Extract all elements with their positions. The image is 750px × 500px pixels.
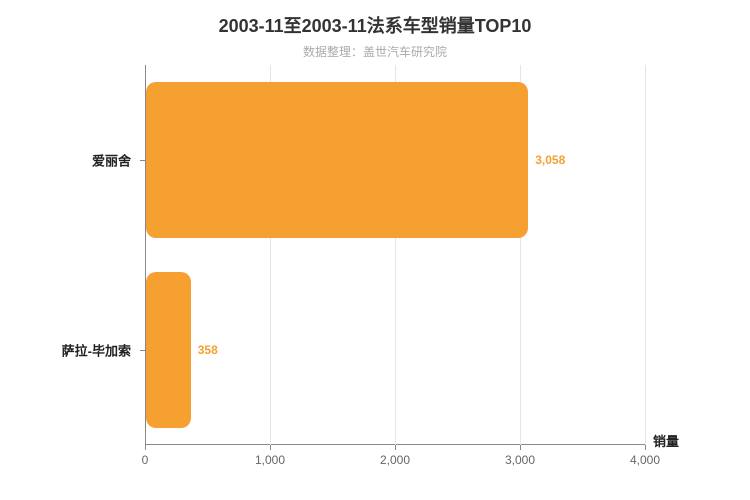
bar-value-label: 358 <box>198 343 218 357</box>
y-tick-label: 爱丽舍 <box>92 151 131 170</box>
bar <box>146 272 191 428</box>
x-tick-label: 1,000 <box>255 453 285 467</box>
x-tick-label: 2,000 <box>380 453 410 467</box>
bar-value-label: 3,058 <box>535 153 565 167</box>
chart-title: 2003-11至2003-11法系车型销量TOP10 <box>0 0 750 38</box>
gridline <box>645 65 646 445</box>
bar <box>146 82 528 238</box>
x-tick-label: 4,000 <box>630 453 660 467</box>
plot-area: 销量 01,0002,0003,0004,000爱丽舍3,058萨拉-毕加索35… <box>145 65 645 445</box>
x-tick-label: 3,000 <box>505 453 535 467</box>
x-axis-title: 销量 <box>653 431 679 450</box>
x-tick <box>270 445 271 450</box>
y-tick <box>140 350 145 351</box>
x-tick <box>145 445 146 450</box>
chart-container: 2003-11至2003-11法系车型销量TOP10 数据整理：盖世汽车研究院 … <box>0 0 750 500</box>
x-tick <box>520 445 521 450</box>
chart-subtitle: 数据整理：盖世汽车研究院 <box>0 43 750 60</box>
x-tick <box>395 445 396 450</box>
x-tick <box>645 445 646 450</box>
y-tick-label: 萨拉-毕加索 <box>62 341 131 360</box>
x-tick-label: 0 <box>142 453 149 467</box>
y-tick <box>140 160 145 161</box>
